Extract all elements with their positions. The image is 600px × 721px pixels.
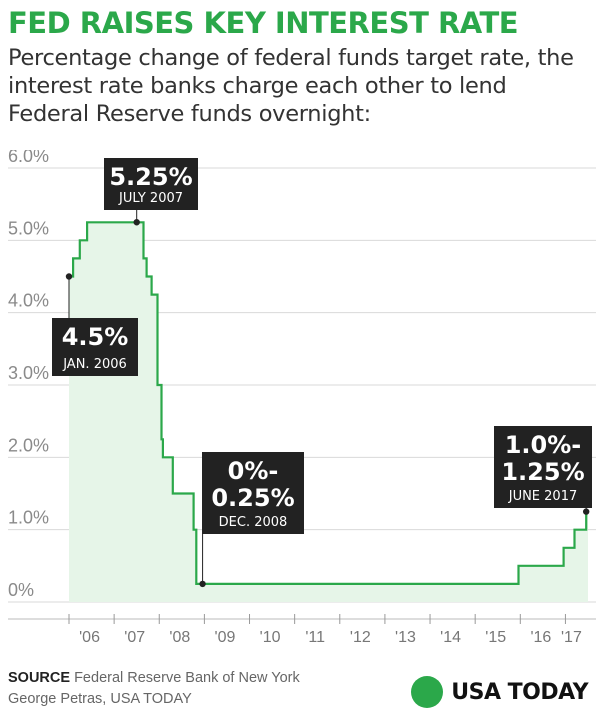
source-note: SOURCE Federal Reserve Bank of New York … bbox=[8, 668, 300, 710]
x-tick-label: '15 bbox=[485, 629, 506, 646]
callout-value: 0.25% bbox=[211, 484, 294, 512]
y-tick-label: 6.0% bbox=[8, 150, 49, 166]
x-tick-label: '13 bbox=[395, 629, 416, 646]
y-tick-label: 5.0% bbox=[8, 218, 49, 238]
callout-dot bbox=[133, 219, 140, 226]
callout-box bbox=[494, 426, 592, 508]
x-tick-label: '17 bbox=[561, 629, 582, 646]
callout-value: 0%- bbox=[228, 457, 279, 485]
y-tick-label: 0% bbox=[8, 580, 34, 600]
x-tick-label: '16 bbox=[530, 629, 551, 646]
callout-dot bbox=[582, 508, 590, 515]
callout-date: JUNE 2017 bbox=[508, 489, 578, 504]
chart-title: FED RAISES KEY INTEREST RATE bbox=[8, 6, 519, 40]
callout-dot bbox=[65, 273, 73, 280]
y-tick-label: 1.0% bbox=[8, 508, 49, 528]
interest-rate-chart: 6.0% 5.0% 4.0% 3.0% 2.0% 1.0% 0% '06 '07 '08 '09 '1… bbox=[8, 150, 596, 646]
y-tick-label: 3.0% bbox=[8, 363, 49, 383]
logo-text: USA TODAY bbox=[451, 679, 588, 705]
source-label: SOURCE bbox=[8, 670, 71, 686]
callout-date: JULY 2007 bbox=[118, 191, 183, 206]
y-tick-label: 4.0% bbox=[8, 291, 49, 311]
x-tick-label: '06 bbox=[79, 629, 100, 646]
x-tick-label: '07 bbox=[124, 629, 145, 646]
x-tick-label: '09 bbox=[215, 629, 236, 646]
credit-text: George Petras, USA TODAY bbox=[8, 691, 192, 707]
callout-value: 4.5% bbox=[62, 323, 129, 351]
usa-today-logo: USA TODAY bbox=[411, 676, 588, 708]
logo-dot-icon bbox=[411, 676, 444, 708]
chart-subtitle: Percentage change of federal funds targe… bbox=[8, 45, 574, 127]
rate-area bbox=[69, 222, 588, 603]
callout-date: DEC. 2008 bbox=[219, 515, 288, 530]
source-text: Federal Reserve Bank of New York bbox=[74, 670, 300, 686]
callout-value: 1.0%- bbox=[505, 431, 582, 459]
callout-value: 1.25% bbox=[501, 458, 584, 486]
callout-date: JAN. 2006 bbox=[62, 357, 127, 372]
callout-dot bbox=[199, 580, 206, 588]
x-tick-label: '11 bbox=[305, 629, 325, 646]
x-tick-label: '10 bbox=[260, 629, 281, 646]
x-tick-label: '08 bbox=[169, 629, 190, 646]
callout-box bbox=[104, 158, 198, 210]
rate-line bbox=[69, 221, 588, 585]
x-tick-label: '12 bbox=[350, 629, 371, 646]
callout-box bbox=[52, 318, 138, 376]
callout-value: 5.25% bbox=[109, 163, 192, 191]
y-tick-label: 2.0% bbox=[8, 435, 49, 455]
x-tick-label: '14 bbox=[440, 629, 461, 646]
callout-box bbox=[202, 452, 304, 534]
